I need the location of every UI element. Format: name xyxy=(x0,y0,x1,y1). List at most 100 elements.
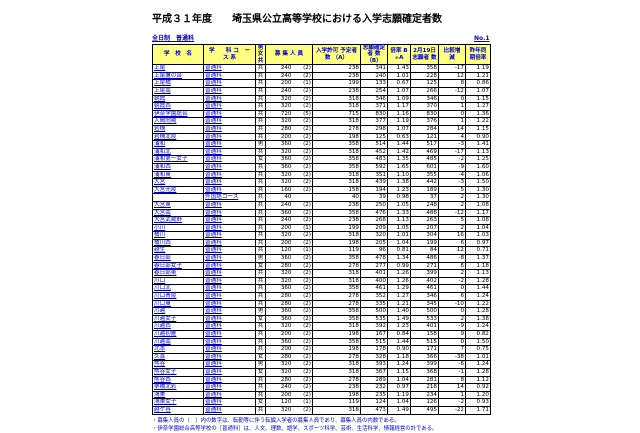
course-name[interactable]: 普通科 xyxy=(203,238,256,248)
course-name[interactable]: 普通科 xyxy=(203,231,256,240)
school-name[interactable]: 川越南 xyxy=(152,337,204,347)
course-name[interactable]: 普通科 xyxy=(203,200,256,210)
school-name[interactable]: 入間向陽 xyxy=(152,117,204,126)
school-name[interactable]: 上尾 xyxy=(152,64,204,73)
course-name[interactable]: 普通科 xyxy=(203,124,256,134)
school-name[interactable]: 大宮 xyxy=(152,178,204,187)
school-name[interactable]: 浦和東 xyxy=(152,170,204,180)
school-name[interactable]: 朝霞西 xyxy=(152,102,204,111)
school-name[interactable]: 川口青陵 xyxy=(152,292,204,301)
school-name[interactable]: 川越 xyxy=(152,307,204,316)
school-name[interactable]: 春日部女子 xyxy=(152,261,204,271)
school-name[interactable]: 伊奈学園総合 xyxy=(152,109,204,119)
school-name[interactable]: 川口北 xyxy=(152,284,204,294)
school-name[interactable]: 越ケ谷 xyxy=(152,405,204,415)
course-name[interactable]: 普通科 xyxy=(203,170,256,180)
course-name[interactable]: 普通科 xyxy=(203,223,256,233)
school-name[interactable]: 栗橋北彩 xyxy=(152,383,204,392)
school-name[interactable]: 春日部 xyxy=(152,254,204,263)
school-name[interactable]: 北本 xyxy=(152,345,204,354)
course-name[interactable]: 普通科 xyxy=(203,345,256,354)
course-name[interactable]: 普通科 xyxy=(203,330,256,339)
category-link[interactable]: 全日制 普通科 xyxy=(152,35,195,42)
course-name[interactable]: 普通科 xyxy=(203,102,256,111)
school-name[interactable]: 上尾鷹の台 xyxy=(152,71,204,81)
school-name[interactable]: 上尾橘 xyxy=(152,79,204,88)
school-name[interactable]: 川越女子 xyxy=(152,314,204,324)
school-name[interactable]: 川越初雁 xyxy=(152,330,204,339)
change: 6 xyxy=(438,238,466,248)
course-name[interactable]: 普通科 xyxy=(203,109,256,119)
feb19-applicants: 469 xyxy=(410,147,439,157)
course-name[interactable]: 普通科 xyxy=(203,132,256,142)
school-name[interactable]: 桶川西 xyxy=(152,238,204,248)
school-name[interactable]: 大宮南 xyxy=(152,208,204,218)
admission-planned: 715 xyxy=(312,109,361,119)
course-name[interactable]: 普通科 xyxy=(203,140,256,149)
table-row: 大宮武蔵野 普通科共 240 (2) 238 268 1.13 263 5 1.08 xyxy=(152,216,491,225)
school-name[interactable]: 越生 xyxy=(152,246,204,256)
school-name[interactable]: 浦和北 xyxy=(152,147,204,157)
course-name[interactable]: 普通科 xyxy=(203,71,256,81)
school-name[interactable]: 朝霞 xyxy=(152,94,204,104)
transfer-count: (2) xyxy=(292,360,313,369)
school-name[interactable]: 熊谷西 xyxy=(152,375,204,385)
school-name[interactable]: 鴻巣 xyxy=(152,390,204,400)
course-name[interactable]: 普通科 xyxy=(203,337,256,347)
transfer-count: (2) xyxy=(292,71,313,81)
course-name[interactable]: 普通科 xyxy=(203,87,256,96)
course-name[interactable]: 普通科 xyxy=(203,162,256,172)
course-name[interactable]: 普通科 xyxy=(203,307,256,316)
school-name[interactable]: 大宮武蔵野 xyxy=(152,216,204,225)
course-name[interactable]: 普通科 xyxy=(203,299,256,309)
course-name[interactable]: 普通科 xyxy=(203,352,256,362)
course-name[interactable]: 普通科 xyxy=(203,322,256,331)
course-name[interactable]: 普通科 xyxy=(203,178,256,187)
course-name[interactable]: 普通科 xyxy=(203,246,256,256)
course-name[interactable]: 普通科 xyxy=(203,79,256,88)
course-name[interactable]: 普通科 xyxy=(203,94,256,104)
course-name[interactable]: 普通科 xyxy=(203,117,256,126)
school-name[interactable]: 大宮光陵 xyxy=(152,185,204,195)
school-name[interactable]: 熊谷女子 xyxy=(152,367,204,377)
school-name[interactable]: 岩槻 xyxy=(152,124,204,134)
school-name[interactable]: 大宮東 xyxy=(152,200,204,210)
course-name[interactable]: 普通科 xyxy=(203,367,256,377)
school-name[interactable]: 浦和 xyxy=(152,140,204,149)
course-name[interactable]: 普通科 xyxy=(203,185,256,195)
course-name[interactable]: 普通科 xyxy=(203,216,256,225)
course-name[interactable]: 普通科 xyxy=(203,284,256,294)
course-name[interactable]: 普通科 xyxy=(203,155,256,164)
course-name[interactable]: 普通科 xyxy=(203,147,256,157)
course-name[interactable]: 普通科 xyxy=(203,292,256,301)
school-name[interactable]: 浦和第一女子 xyxy=(152,155,204,164)
course-name[interactable]: 外国語コース xyxy=(203,193,256,202)
school-name[interactable]: 上尾南 xyxy=(152,87,204,96)
school-name[interactable]: 鴻巣女子 xyxy=(152,398,204,407)
school-name[interactable]: 久喜 xyxy=(152,352,204,362)
course-name[interactable]: 普通科 xyxy=(203,375,256,385)
school-name[interactable]: 川口 xyxy=(152,276,204,286)
school-name[interactable]: 川口東 xyxy=(152,299,204,309)
school-name[interactable]: 浦和西 xyxy=(152,162,204,172)
school-name[interactable]: 熊谷 xyxy=(152,360,204,369)
school-name[interactable]: 小川 xyxy=(152,223,204,233)
course-name[interactable]: 普通科 xyxy=(203,398,256,407)
course-name[interactable]: 普通科 xyxy=(203,64,256,73)
course-name[interactable]: 普通科 xyxy=(203,208,256,218)
school-name[interactable]: 岩槻北陵 xyxy=(152,132,204,142)
school-name[interactable]: 桶川 xyxy=(152,231,204,240)
course-name[interactable]: 普通科 xyxy=(203,360,256,369)
course-name[interactable]: 普通科 xyxy=(203,390,256,400)
gender: 共 xyxy=(255,292,266,301)
course-name[interactable]: 普通科 xyxy=(203,261,256,271)
course-name[interactable]: 普通科 xyxy=(203,314,256,324)
ratio: 1.19 xyxy=(387,390,411,400)
course-name[interactable]: 普通科 xyxy=(203,254,256,263)
course-name[interactable]: 普通科 xyxy=(203,269,256,278)
course-name[interactable]: 普通科 xyxy=(203,405,256,415)
school-name[interactable]: 川越西 xyxy=(152,322,204,331)
course-name[interactable]: 普通科 xyxy=(203,383,256,392)
school-name[interactable]: 春日部東 xyxy=(152,269,204,278)
course-name[interactable]: 普通科 xyxy=(203,276,256,286)
